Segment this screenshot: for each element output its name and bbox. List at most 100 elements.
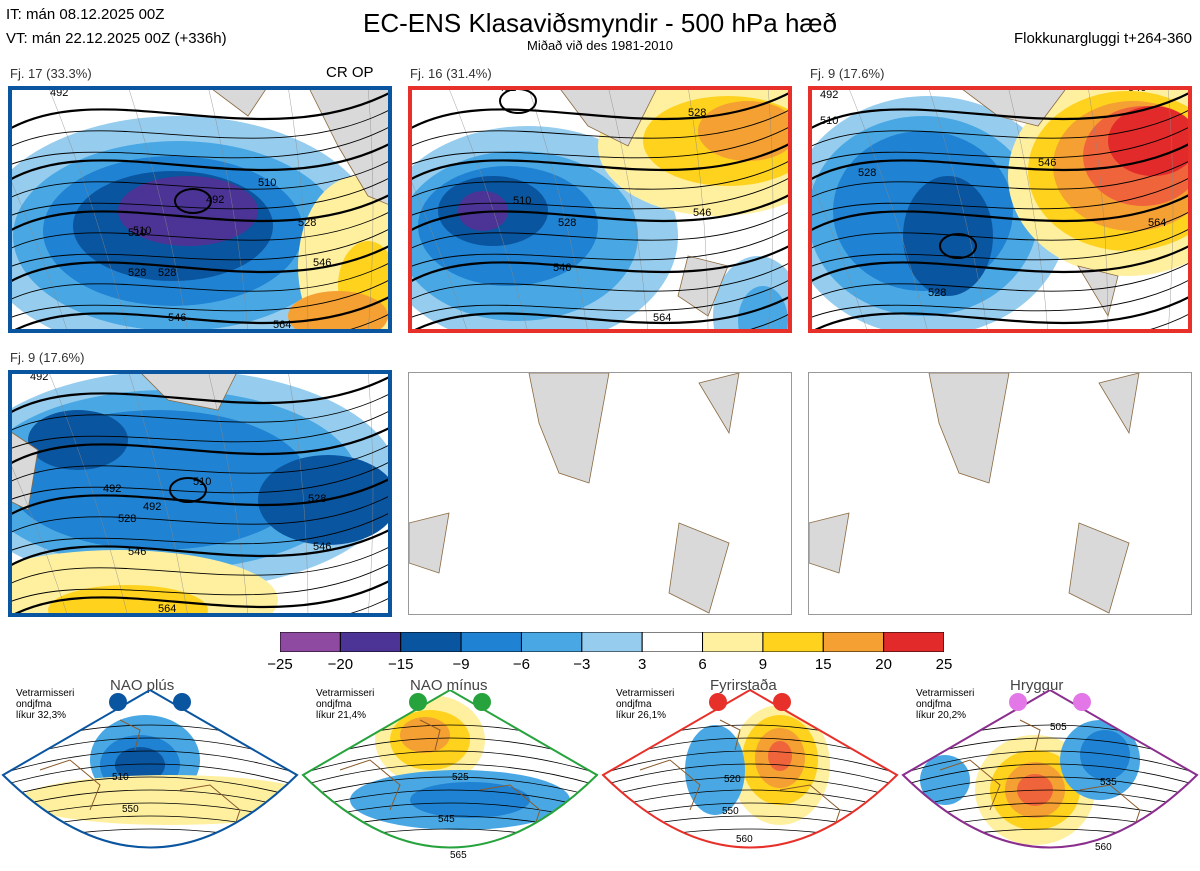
height-contour xyxy=(808,209,1192,251)
regime-contour xyxy=(903,789,1197,811)
height-contour xyxy=(808,158,1192,200)
height-contour xyxy=(8,226,392,269)
regime-note: Vetrarmisseri ondjfma líkur 20,2% xyxy=(916,688,975,721)
regime-note: Vetrarmisseri ondjfma líkur 21,4% xyxy=(316,688,375,721)
anomaly-shading xyxy=(118,176,258,246)
height-contour xyxy=(408,124,792,167)
height-contour xyxy=(408,260,792,302)
panel-4-label: Fj. 9 (17.6%) xyxy=(10,350,85,365)
contour-label: 564 xyxy=(1148,217,1166,229)
height-contour xyxy=(8,260,392,302)
regime-contour xyxy=(603,815,897,835)
height-contour xyxy=(8,527,392,569)
contour-label: 528 xyxy=(928,287,946,299)
colorbar-segment xyxy=(280,632,341,652)
height-contour xyxy=(8,510,392,553)
colorbar-tick-label: 6 xyxy=(698,656,707,673)
graticule xyxy=(767,86,774,333)
regime-contour xyxy=(3,828,297,847)
anomaly-shading xyxy=(738,286,788,333)
land-mass xyxy=(528,373,610,484)
regime-contour xyxy=(303,789,597,811)
graticule xyxy=(127,370,189,617)
regime-marker-dot xyxy=(1073,693,1091,711)
regime-contour xyxy=(303,763,597,787)
colorbar-segment xyxy=(822,632,885,652)
contour-label: 528 xyxy=(118,513,136,525)
contour-label: 528 xyxy=(158,267,176,279)
regime-contour xyxy=(303,828,597,847)
land-mass xyxy=(668,522,730,614)
height-contour xyxy=(8,391,392,433)
graticule xyxy=(408,172,469,333)
height-contour xyxy=(8,408,392,451)
low-centre-contour xyxy=(169,477,207,503)
map-svg xyxy=(409,373,740,614)
regime-contour-label: 525 xyxy=(452,772,469,783)
land-mass xyxy=(307,86,392,207)
low-centre-contour xyxy=(939,233,977,259)
colorbar-tick-label: −15 xyxy=(387,656,414,673)
height-contour xyxy=(408,243,792,285)
anomaly-shading xyxy=(288,291,388,333)
height-contour xyxy=(808,294,1192,333)
contour-label: 564 xyxy=(273,319,291,331)
panel-border xyxy=(408,86,792,333)
contour-label: 510 xyxy=(513,195,531,207)
classification-window: Flokkunargluggi t+264-360 xyxy=(1013,30,1192,47)
height-contour xyxy=(8,578,392,617)
height-contour xyxy=(8,425,392,467)
land-mass xyxy=(957,86,1069,127)
height-contour xyxy=(408,277,792,320)
contour-label: 492 xyxy=(820,89,838,101)
cluster-map-3: 492 510 528 546 546 528 564 xyxy=(808,86,1192,333)
graticule xyxy=(8,456,69,617)
regime-shading xyxy=(920,755,970,805)
colorbar-segment xyxy=(520,632,583,652)
graticule xyxy=(808,172,869,333)
regime-outline xyxy=(601,690,899,849)
height-contour xyxy=(8,442,392,484)
colorbar-tick-label: −9 xyxy=(452,656,470,673)
colorbar-tick-label: 25 xyxy=(935,656,953,673)
panel-border xyxy=(808,86,1192,333)
regime-outline xyxy=(1,690,299,849)
contour-label: 564 xyxy=(653,312,671,324)
regime-marker-dot xyxy=(1009,693,1027,711)
contour-label: 546 xyxy=(553,262,571,274)
panel-border xyxy=(8,370,392,617)
colorbar-tick-label: 20 xyxy=(875,656,892,673)
regime-shading xyxy=(1013,854,1043,866)
regime-title: Fyrirstaða xyxy=(710,677,777,694)
regime-map: 520 550 560 xyxy=(601,690,899,849)
height-contour xyxy=(408,209,792,251)
height-contour xyxy=(808,192,1192,234)
regime-contour-label: 505 xyxy=(1050,722,1067,733)
contour-label: 528 xyxy=(858,167,876,179)
graticule xyxy=(1087,86,1109,333)
contour-label: 546 xyxy=(313,257,331,269)
colorbar-tick-label: −6 xyxy=(512,656,530,673)
colorbar-segment xyxy=(762,632,824,652)
height-contour xyxy=(808,107,1192,149)
regime-note: Vetrarmisseri ondjfma líkur 26,1% xyxy=(616,688,675,721)
colorbar-segment xyxy=(339,632,402,652)
height-contour xyxy=(408,158,792,200)
contour-label: 546 xyxy=(693,207,711,219)
regime-shading xyxy=(410,782,530,818)
regime-note: Vetrarmisseri ondjfma líkur 32,3% xyxy=(16,688,75,721)
colorbar-segment xyxy=(581,632,643,652)
regime-marker-dot xyxy=(109,693,127,711)
height-contour xyxy=(808,260,1192,302)
regime-contour xyxy=(3,763,297,787)
graticule xyxy=(8,172,69,333)
cluster-map-2: 510 528 546 528 546 564 492 xyxy=(408,86,792,333)
regime-title: NAO mínus xyxy=(410,677,488,694)
land-mass xyxy=(698,373,740,435)
colorbar-tick-label: −20 xyxy=(327,656,354,673)
height-contour xyxy=(808,175,1192,218)
contour-label: 510 xyxy=(820,115,838,127)
height-contour xyxy=(8,561,392,604)
height-contour xyxy=(808,243,1192,285)
